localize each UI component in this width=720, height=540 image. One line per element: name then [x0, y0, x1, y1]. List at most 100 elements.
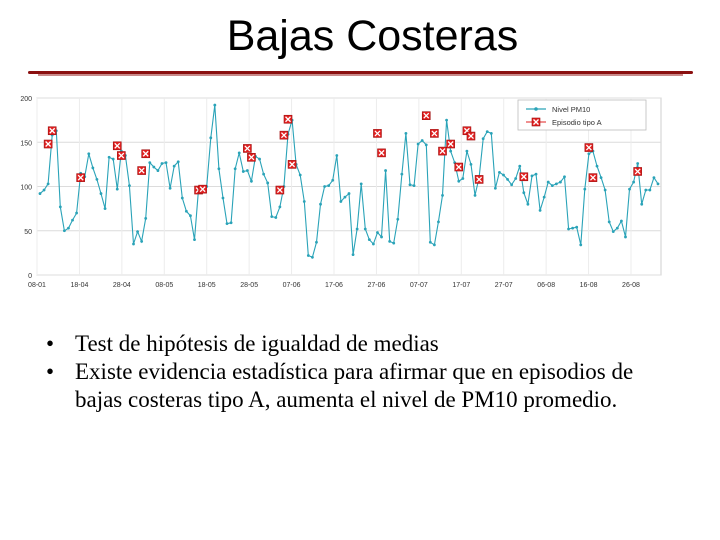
data-point — [644, 188, 648, 192]
data-point — [306, 254, 310, 257]
bullet-item-2: • Existe evidencia estadística para afirm… — [46, 358, 686, 414]
data-point — [489, 132, 493, 135]
pm10-chart-svg: 0 50 100 150 200 08-01 18-04 28-04 08-05 18-05 28-… — [20, 96, 662, 289]
data-point — [437, 220, 440, 224]
data-point — [217, 167, 221, 171]
y-tick-label: 150 — [20, 140, 32, 147]
episode-marker — [430, 129, 439, 138]
data-point — [559, 180, 562, 184]
data-point — [465, 149, 469, 153]
data-point — [408, 183, 412, 187]
data-point — [209, 136, 213, 140]
data-point — [176, 160, 180, 164]
data-point — [567, 227, 570, 231]
title-rule — [28, 69, 693, 77]
episode-marker — [76, 173, 85, 182]
data-point — [457, 179, 461, 183]
episode-marker-cross — [289, 161, 296, 168]
y-tick-label: 0 — [28, 273, 32, 280]
episode-marker-cross — [455, 164, 462, 170]
data-point — [441, 193, 444, 197]
data-point — [229, 221, 233, 225]
data-point — [656, 182, 660, 186]
data-point — [184, 209, 188, 213]
data-point — [103, 207, 107, 211]
episode-marker-cross — [447, 141, 454, 147]
data-point — [156, 169, 160, 172]
data-point — [367, 238, 371, 242]
episode-marker — [454, 162, 464, 172]
data-point — [640, 202, 644, 206]
data-point — [99, 192, 103, 195]
data-point — [245, 169, 249, 172]
episode-marker — [588, 173, 598, 182]
data-point — [298, 173, 302, 177]
data-point — [384, 169, 387, 172]
episode-marker-cross — [118, 152, 125, 159]
data-point — [400, 172, 404, 176]
data-point — [371, 242, 375, 246]
y-tick-label: 100 — [20, 185, 32, 192]
data-point — [319, 202, 322, 206]
data-point — [445, 118, 448, 122]
episode-marker — [584, 143, 594, 152]
x-tick-label: 27-06 — [367, 282, 385, 289]
data-point — [530, 174, 534, 178]
episode-marker-cross — [423, 112, 430, 119]
data-point — [164, 161, 168, 165]
data-point — [278, 205, 282, 209]
legend-marker-swatch — [531, 117, 541, 127]
x-tick-label: 07-06 — [283, 282, 301, 289]
x-tick-label: 27-07 — [495, 282, 513, 289]
episode-marker-cross — [49, 127, 56, 134]
episode-marker — [137, 166, 146, 175]
data-point — [412, 184, 416, 188]
data-point — [168, 186, 172, 190]
bullet-dot-icon: • — [46, 331, 55, 356]
data-point — [302, 200, 306, 203]
episode-marker-cross — [463, 127, 470, 134]
episode-marker-cross — [634, 168, 641, 175]
data-point — [95, 178, 99, 181]
data-point — [148, 161, 152, 165]
data-point — [583, 187, 587, 191]
episode-marker-cross — [280, 132, 287, 139]
data-point — [432, 243, 436, 247]
data-point — [607, 220, 611, 224]
data-point — [628, 187, 631, 191]
data-point — [250, 179, 253, 183]
episode-marker — [43, 139, 53, 149]
data-point — [420, 139, 424, 142]
pm10-chart: 0 50 100 150 200 08-01 18-04 28-04 08-05 18-05 28-… — [0, 88, 720, 298]
data-point — [339, 200, 343, 203]
data-point — [351, 253, 355, 257]
data-point — [91, 166, 95, 170]
data-point — [67, 226, 70, 230]
data-point — [550, 184, 554, 188]
bullet-text-2: Existe evidencia estadística para afirma… — [75, 359, 634, 412]
y-tick-label: 200 — [20, 96, 32, 103]
episode-marker-cross — [45, 141, 52, 147]
episode-marker-cross — [244, 145, 251, 152]
data-point — [538, 208, 542, 212]
data-point — [554, 182, 558, 186]
data-point — [270, 215, 274, 218]
data-point — [241, 170, 245, 173]
data-point — [449, 149, 453, 153]
data-point — [213, 103, 217, 107]
x-tick-label: 08-01 — [28, 282, 46, 289]
data-point — [502, 173, 505, 177]
episode-marker-cross — [439, 148, 446, 155]
data-point — [58, 205, 62, 209]
data-point — [335, 154, 339, 157]
data-point — [587, 152, 591, 156]
data-point — [233, 167, 237, 171]
data-point — [563, 175, 566, 179]
episode-marker — [112, 141, 122, 151]
episode-marker-cross — [138, 167, 145, 174]
legend-label-episode: Episodio tipo A — [552, 118, 602, 127]
data-point — [428, 240, 432, 244]
data-point — [136, 230, 139, 234]
data-point — [111, 157, 115, 161]
x-tick-label: 26-08 — [622, 282, 640, 289]
